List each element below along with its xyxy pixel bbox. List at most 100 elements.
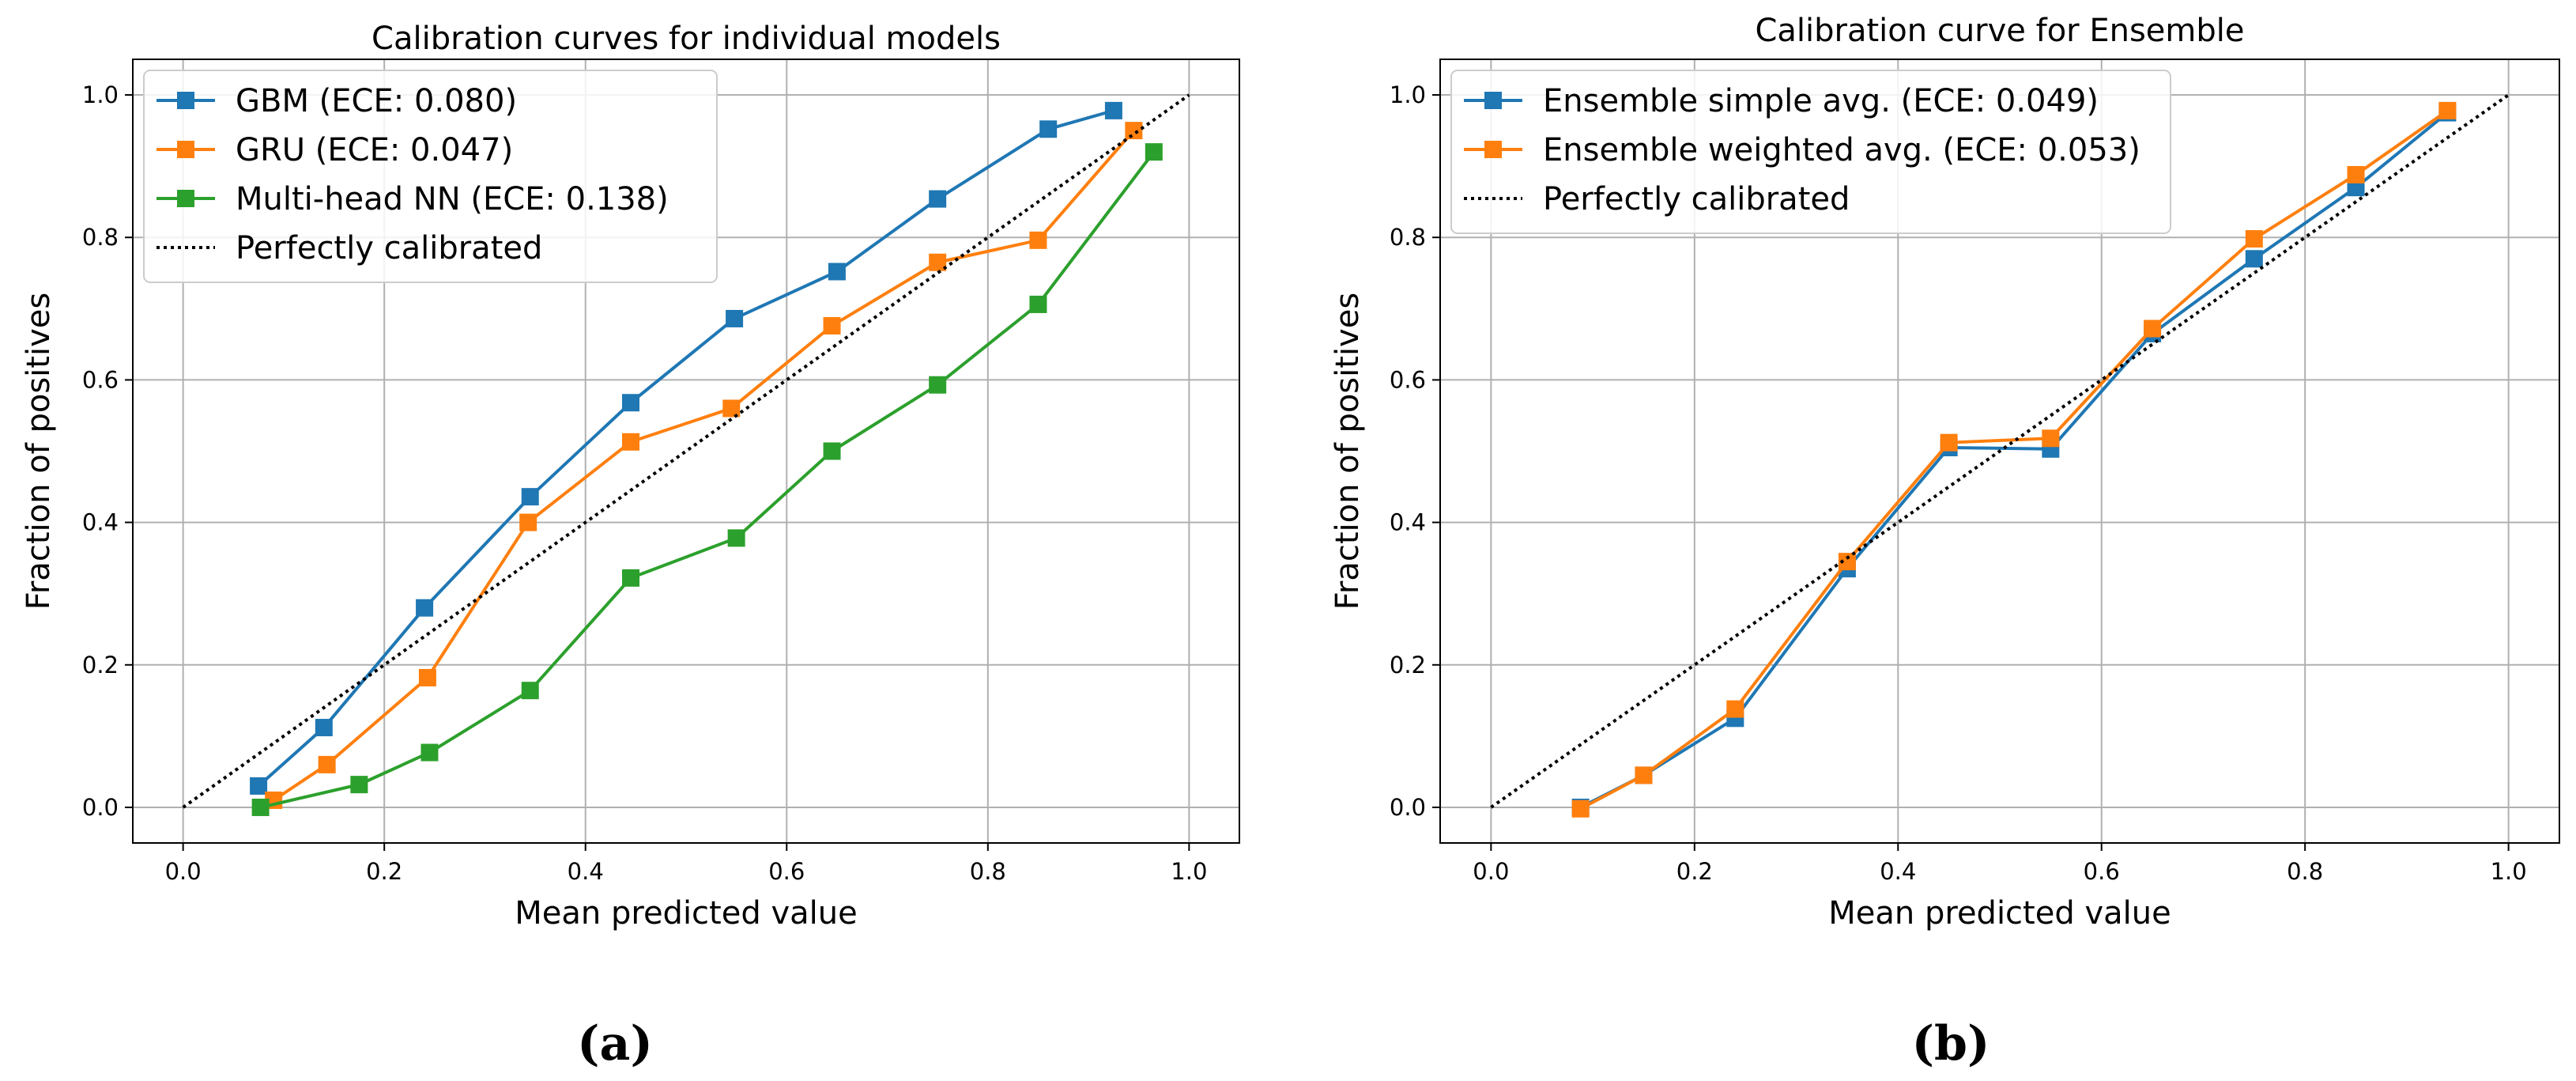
y-tick-label: 0.6	[1390, 366, 1426, 393]
series-line	[1579, 112, 2449, 809]
x-tick-label: 0.4	[1880, 858, 1916, 885]
legend-swatch-marker	[1484, 141, 1502, 158]
data-point	[1039, 120, 1058, 138]
legend-entry: Ensemble weighted avg. (ECE: 0.053)	[1464, 132, 2140, 168]
y-tick-label: 0.0	[82, 794, 119, 821]
data-point	[519, 513, 537, 531]
legend-entry: Perfectly calibrated	[157, 230, 542, 266]
legend-box	[1450, 70, 2171, 234]
y-axis-label: Fraction of positives	[1329, 293, 1366, 610]
y-axis-label: Fraction of positives	[21, 293, 57, 610]
series-gru-ece-0-047	[265, 122, 1143, 809]
legend: GBM (ECE: 0.080) GRU (ECE: 0.047) Multi-he…	[143, 70, 718, 283]
data-point	[2144, 319, 2162, 338]
y-tick-label: 0.8	[1390, 224, 1426, 251]
data-point	[1726, 700, 1744, 718]
perfect-calibration-line	[182, 93, 1190, 809]
series-line	[1579, 109, 2449, 811]
data-point	[521, 488, 539, 506]
data-point	[823, 442, 841, 460]
legend-swatch-marker	[177, 92, 194, 109]
data-point	[251, 798, 270, 816]
data-point	[1940, 433, 1958, 452]
data-point	[421, 743, 439, 762]
series-perfectly-calibrated	[182, 93, 1190, 809]
data-point	[418, 668, 436, 686]
data-point	[416, 599, 434, 617]
legend-entry: GRU (ECE: 0.047)	[157, 132, 513, 168]
data-point	[521, 682, 539, 700]
data-point	[1104, 101, 1122, 119]
data-point	[1145, 143, 1163, 161]
x-tick-label: 0.8	[970, 858, 1006, 885]
legend-entry: Ensemble simple avg. (ECE: 0.049)	[1464, 83, 2099, 119]
legend-swatch-marker	[177, 141, 194, 158]
data-point	[622, 433, 639, 451]
legend-entry: Perfectly calibrated	[1464, 181, 1850, 217]
chart-title: Calibration curves for individual models	[372, 21, 1001, 57]
x-tick-label: 0.2	[366, 858, 402, 885]
x-tick-label: 0.6	[2084, 858, 2120, 885]
y-tick-label: 0.8	[82, 224, 119, 251]
legend-swatch-marker	[177, 190, 194, 207]
legend-swatch-marker	[1484, 92, 1502, 109]
data-point	[1029, 231, 1047, 249]
data-point	[726, 309, 744, 327]
data-point	[2438, 101, 2457, 119]
data-point	[929, 376, 947, 394]
x-tick-label: 1.0	[1171, 858, 1207, 885]
data-point	[350, 776, 368, 794]
data-point	[622, 394, 639, 412]
x-tick-label: 0.2	[1676, 858, 1713, 885]
x-axis-label: Mean predicted value	[1828, 895, 2171, 932]
panel-label: (b)	[1912, 1016, 1990, 1072]
x-tick-label: 1.0	[2491, 858, 2527, 885]
y-tick-label: 1.0	[1390, 81, 1426, 108]
legend-label: Multi-head NN (ECE: 0.138)	[236, 181, 669, 217]
y-tick-label: 0.2	[82, 652, 119, 678]
legend-box	[143, 70, 718, 283]
series-ensemble-weighted-avg-ece-0-053	[1571, 101, 2457, 818]
data-point	[1125, 122, 1143, 140]
calibration-chart-individual-models: Calibration curves for individual models…	[21, 21, 1240, 1072]
legend-entry: GBM (ECE: 0.080)	[157, 83, 517, 119]
data-point	[1029, 295, 1047, 313]
data-point	[318, 755, 336, 773]
y-tick-label: 0.4	[1390, 509, 1426, 536]
x-axis-label: Mean predicted value	[515, 895, 857, 932]
series-line	[257, 108, 1115, 788]
x-tick-label: 0.8	[2287, 858, 2323, 885]
y-tick-label: 0.2	[1390, 652, 1426, 678]
legend-entry: Multi-head NN (ECE: 0.138)	[157, 181, 669, 217]
legend-label: Perfectly calibrated	[236, 230, 542, 266]
data-point	[2245, 250, 2263, 268]
data-point	[1571, 799, 1590, 818]
data-point	[929, 253, 947, 271]
data-point	[2042, 429, 2060, 448]
axes-frame	[1439, 59, 2560, 844]
data-point	[250, 777, 268, 795]
data-point	[929, 190, 947, 208]
data-point	[1635, 766, 1653, 784]
legend-label: GBM (ECE: 0.080)	[236, 83, 517, 119]
y-tick-label: 0.6	[82, 366, 119, 393]
data-point	[823, 316, 841, 335]
legend-label: Ensemble weighted avg. (ECE: 0.053)	[1543, 132, 2140, 168]
data-point	[1838, 553, 1856, 571]
legend-label: GRU (ECE: 0.047)	[236, 132, 513, 168]
axes-frame	[132, 59, 1240, 844]
series-gbm-ece-0-080	[250, 101, 1122, 795]
legend-label: Perfectly calibrated	[1543, 181, 1850, 217]
data-point	[2245, 230, 2263, 248]
y-tick-label: 0.4	[82, 509, 119, 536]
x-tick-label: 0.4	[568, 858, 604, 885]
series-line	[273, 129, 1135, 802]
legend-label: Ensemble simple avg. (ECE: 0.049)	[1543, 83, 2099, 119]
series-line	[260, 150, 1156, 809]
data-point	[727, 529, 745, 547]
x-tick-label: 0.0	[165, 858, 202, 885]
legend: Ensemble simple avg. (ECE: 0.049) Ensembl…	[1450, 70, 2171, 234]
data-point	[315, 719, 333, 737]
series-perfectly-calibrated	[1490, 93, 2510, 809]
